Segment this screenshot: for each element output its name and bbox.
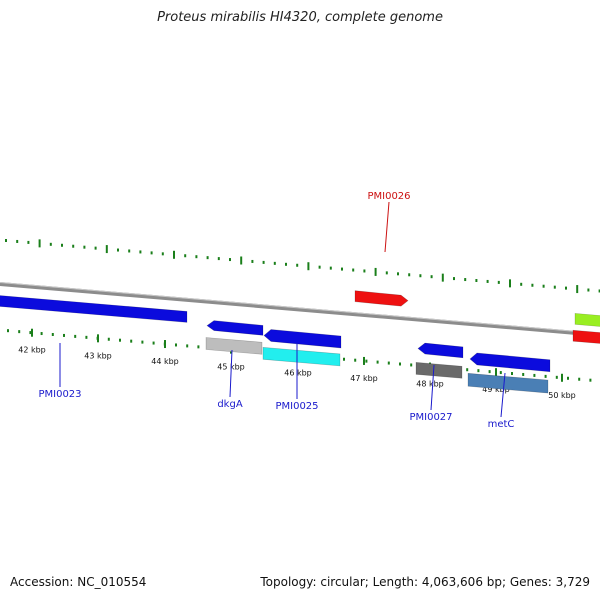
genome-backbone-highlight <box>0 282 600 334</box>
scale-tick-label: 48 kbp <box>416 380 444 389</box>
feature-PMI0025-box[interactable] <box>262 347 341 367</box>
gene-label-PMI0025[interactable]: PMI0025 <box>275 401 318 412</box>
feature-PMI0027-box[interactable] <box>415 362 463 379</box>
label-leader-PMI0026 <box>384 201 390 253</box>
gene-label-metC[interactable]: metC <box>488 419 515 430</box>
label-leader-metC <box>500 372 506 418</box>
feature-dkgA-box[interactable] <box>205 337 263 355</box>
gene-label-dkgA[interactable]: dkgA <box>217 399 242 410</box>
gene-label-PMI0026[interactable]: PMI0026 <box>367 191 410 202</box>
genome-backbone <box>0 282 600 337</box>
feature-PMI0025[interactable] <box>263 329 342 349</box>
feature-dkgA[interactable] <box>206 320 264 336</box>
scale-tick-label: 49 kbp <box>482 385 510 394</box>
scale-tick-label: 46 kbp <box>284 368 312 377</box>
scale-tick-label: 47 kbp <box>350 374 378 383</box>
feature-PMI0026[interactable] <box>354 290 409 307</box>
scale-tick-label: 44 kbp <box>151 357 179 366</box>
genome-title: Proteus mirabilis HI4320, complete genom… <box>157 10 443 25</box>
feature-PMI0027[interactable] <box>417 342 464 359</box>
gene-label-PMI0023[interactable]: PMI0023 <box>38 389 81 400</box>
feature-metC-box[interactable] <box>467 372 549 394</box>
feature-metC[interactable] <box>469 352 551 373</box>
feature-PMI0023[interactable] <box>0 295 188 323</box>
gene-label-PMI0027[interactable]: PMI0027 <box>409 412 452 423</box>
scale-tick-label: 50 kbp <box>548 391 576 400</box>
scale-tick-label: 42 kbp <box>18 346 46 355</box>
genome-summary-text: Topology: circular; Length: 4,063,606 bp… <box>260 575 590 589</box>
label-leader-dkgA <box>229 349 233 398</box>
accession-text: Accession: NC_010554 <box>10 575 147 589</box>
feature-edge-red[interactable] <box>572 329 600 344</box>
feature-edge-green[interactable] <box>574 313 600 327</box>
scale-tick-label: 43 kbp <box>84 351 112 360</box>
label-leader-PMI0027 <box>430 364 435 411</box>
